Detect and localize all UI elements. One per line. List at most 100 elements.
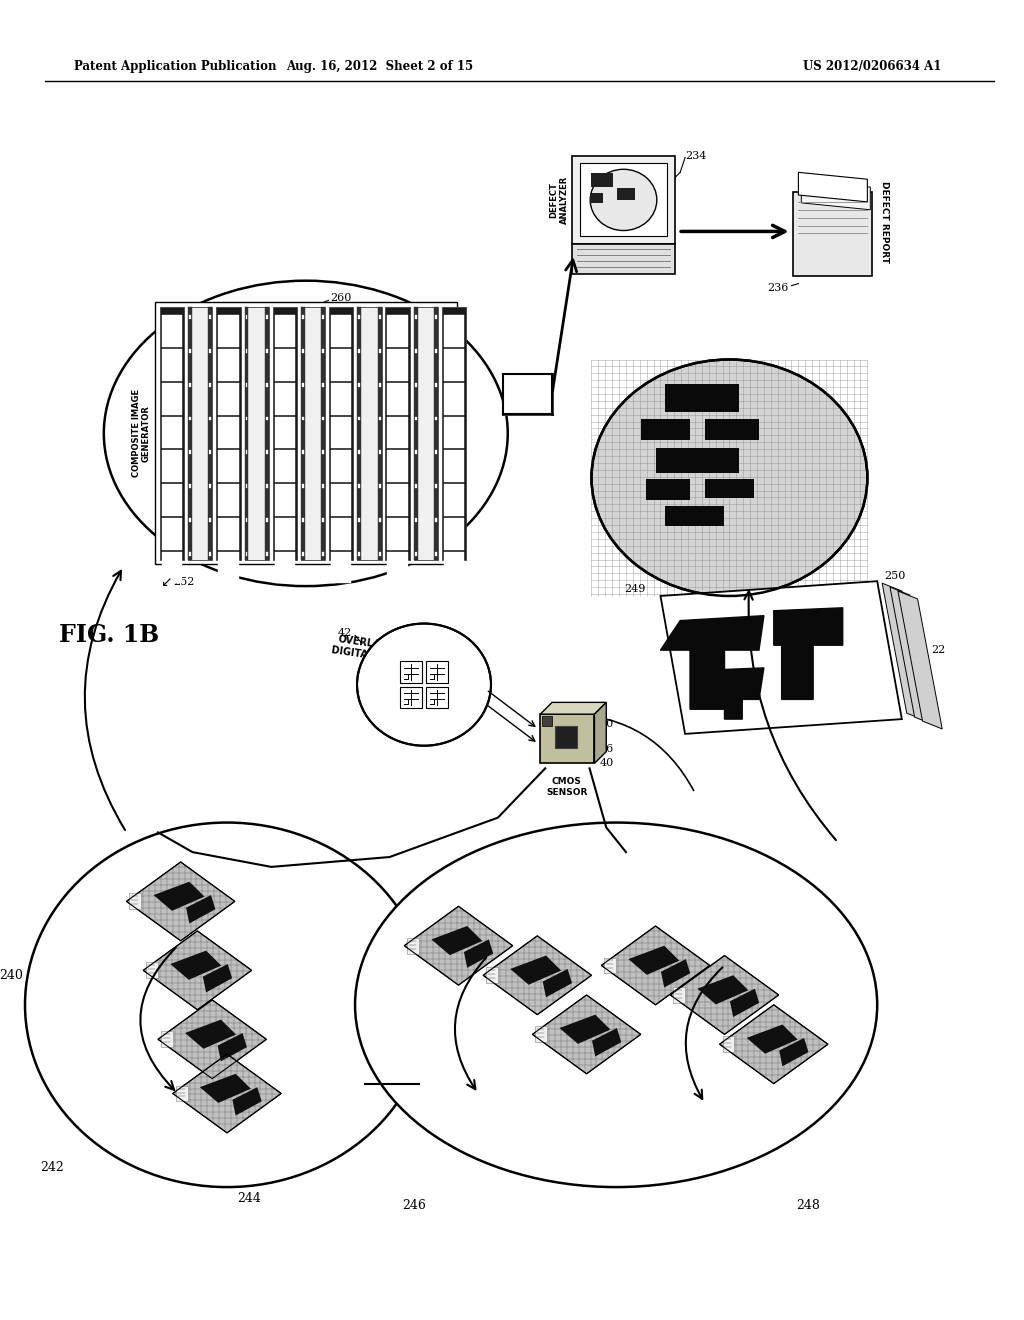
Bar <box>162 417 182 449</box>
Bar <box>435 517 437 521</box>
Bar <box>189 417 191 421</box>
Polygon shape <box>898 591 942 729</box>
Bar <box>162 315 182 347</box>
Bar <box>189 450 191 454</box>
Bar <box>415 517 417 521</box>
Bar <box>443 450 464 482</box>
Polygon shape <box>404 907 513 985</box>
Bar <box>705 479 754 499</box>
Bar <box>379 450 381 454</box>
Bar <box>435 450 437 454</box>
Bar <box>218 383 239 414</box>
Bar <box>329 308 353 560</box>
Polygon shape <box>660 615 764 709</box>
Text: 246: 246 <box>402 1199 426 1212</box>
Bar <box>331 383 351 414</box>
Bar <box>301 308 305 560</box>
Polygon shape <box>464 940 494 968</box>
Bar <box>415 450 417 454</box>
Bar <box>218 484 239 516</box>
Bar <box>162 484 182 516</box>
Bar <box>387 450 408 482</box>
Polygon shape <box>660 581 902 734</box>
Text: 40: 40 <box>599 759 613 768</box>
Polygon shape <box>431 927 482 956</box>
Bar <box>160 308 184 560</box>
Polygon shape <box>543 969 572 998</box>
Bar <box>331 450 351 482</box>
Bar <box>274 552 295 583</box>
Bar <box>162 383 182 414</box>
Bar <box>188 308 193 560</box>
Text: 252: 252 <box>173 577 195 587</box>
Bar <box>210 484 211 488</box>
Polygon shape <box>660 960 690 987</box>
Polygon shape <box>779 1038 808 1067</box>
Bar <box>246 417 248 421</box>
Polygon shape <box>185 1019 237 1049</box>
Bar <box>443 517 464 549</box>
Polygon shape <box>232 1088 262 1115</box>
Bar <box>541 714 595 763</box>
Text: Patent Application Publication: Patent Application Publication <box>75 61 276 74</box>
Ellipse shape <box>103 281 508 586</box>
Bar <box>580 164 668 236</box>
Bar <box>443 417 464 449</box>
Bar <box>387 484 408 516</box>
Text: $\swarrow$: $\swarrow$ <box>158 576 172 589</box>
Bar <box>415 417 417 421</box>
Bar <box>146 962 158 978</box>
Polygon shape <box>218 1034 247 1061</box>
Bar <box>302 484 304 488</box>
Bar <box>590 193 603 203</box>
Bar <box>245 308 268 560</box>
Bar <box>331 315 351 347</box>
Bar <box>435 417 437 421</box>
Bar <box>266 484 268 488</box>
Text: 260: 260 <box>331 293 352 304</box>
Bar <box>218 552 239 583</box>
Bar <box>408 937 419 953</box>
Bar <box>379 484 381 488</box>
Polygon shape <box>541 702 606 714</box>
Text: 242: 242 <box>40 1160 63 1173</box>
Bar <box>218 315 239 347</box>
Bar <box>705 418 759 441</box>
Bar <box>176 1085 187 1101</box>
Bar <box>246 348 248 352</box>
Polygon shape <box>697 975 749 1005</box>
Bar <box>357 308 361 560</box>
Bar <box>387 552 408 583</box>
Bar <box>266 348 268 352</box>
Bar <box>210 348 211 352</box>
Ellipse shape <box>355 822 878 1187</box>
Bar <box>486 968 498 983</box>
Bar <box>646 479 690 500</box>
Polygon shape <box>154 882 205 911</box>
Bar <box>323 517 325 521</box>
Bar <box>543 717 552 726</box>
Polygon shape <box>671 956 778 1035</box>
Bar <box>414 308 418 560</box>
Bar <box>266 450 268 454</box>
Bar <box>379 417 381 421</box>
Bar <box>218 450 239 482</box>
Bar <box>323 315 325 319</box>
Bar <box>210 450 211 454</box>
Polygon shape <box>559 1015 610 1044</box>
Bar <box>274 517 295 549</box>
Ellipse shape <box>592 359 867 595</box>
Bar <box>358 552 360 556</box>
Bar <box>210 517 211 521</box>
Bar <box>443 484 464 516</box>
Text: 20: 20 <box>599 719 613 729</box>
Text: 236: 236 <box>767 282 788 293</box>
Bar <box>246 315 248 319</box>
Bar <box>189 517 191 521</box>
Bar <box>189 348 191 352</box>
Text: 22: 22 <box>932 645 945 655</box>
Polygon shape <box>774 607 843 700</box>
Bar <box>358 484 360 488</box>
Text: 42: 42 <box>338 628 352 639</box>
Text: 248: 248 <box>797 1199 820 1212</box>
